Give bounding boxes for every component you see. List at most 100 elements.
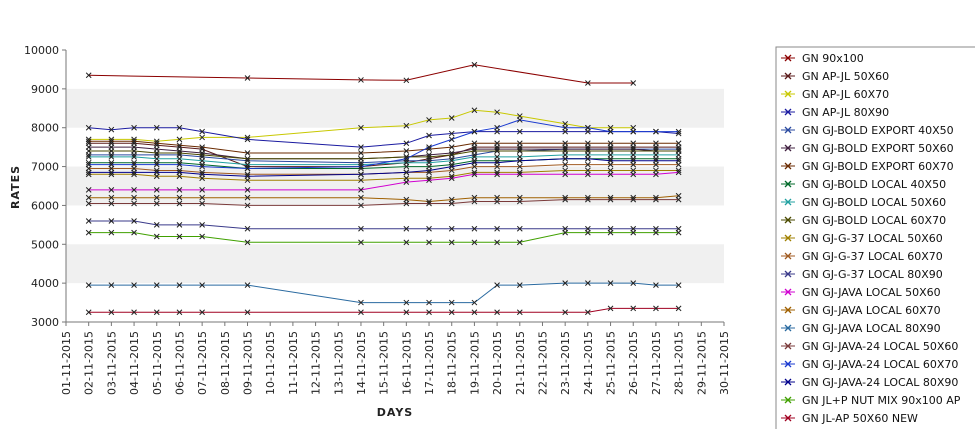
legend-item: GN GJ-G-37 LOCAL 80X90 [781, 268, 943, 281]
data-point-marker [108, 138, 115, 145]
data-point-marker [448, 152, 455, 158]
data-point-marker [131, 187, 137, 193]
data-point-marker [108, 194, 115, 201]
legend-item: GN GJ-JAVA LOCAL 60X70 [781, 304, 941, 317]
data-point-marker [358, 155, 364, 162]
data-point-marker [471, 239, 478, 246]
data-point-marker [358, 171, 364, 178]
data-point-marker [653, 128, 659, 135]
legend-item: GN GJ-BOLD LOCAL 40X50 [781, 178, 946, 191]
x-tick-label: 25-11-2015 [605, 331, 618, 395]
data-point-marker [494, 239, 500, 246]
data-point-marker [426, 200, 432, 207]
legend-item: GN GJ-BOLD EXPORT 40X50 [781, 124, 954, 137]
data-point-marker [108, 161, 115, 168]
data-point-marker [516, 171, 523, 178]
data-point-marker [585, 280, 591, 286]
data-point-marker [131, 124, 137, 131]
data-point-marker [358, 309, 364, 316]
legend: GN 90x100 GN AP-JL 50X60 GN AP-JL 60X70 GN … [775, 46, 975, 429]
data-point-marker [403, 179, 410, 185]
series-21 [85, 305, 682, 316]
data-point-marker [585, 196, 591, 203]
data-point-marker [448, 136, 455, 143]
data-point-marker [85, 148, 92, 154]
legend-label: GN GJ-BOLD LOCAL 60X70 [802, 214, 946, 227]
data-point-marker [199, 134, 205, 141]
legend-marker [784, 180, 792, 188]
data-point-marker [653, 148, 659, 154]
series-line [88, 220, 679, 230]
data-point-marker [131, 229, 137, 236]
data-point-marker [85, 309, 92, 316]
data-point-marker [153, 194, 160, 201]
data-point-marker [131, 161, 137, 168]
legend-label: GN GJ-JAVA-24 LOCAL 80X90 [802, 376, 958, 389]
data-point-marker [153, 200, 160, 207]
data-point-marker [153, 309, 160, 316]
data-point-marker [176, 124, 183, 131]
x-tick-label: 02-11-2015 [83, 331, 96, 395]
x-tick-label: 22-11-2015 [536, 331, 549, 395]
data-point-marker [176, 169, 183, 176]
data-point-marker [494, 124, 500, 131]
data-point-marker [471, 171, 478, 178]
data-point-marker [585, 171, 591, 178]
series-17 [85, 196, 682, 209]
series-line [88, 109, 634, 142]
grid-band [66, 88, 724, 128]
data-point-marker [244, 194, 251, 201]
data-point-marker [403, 169, 410, 176]
data-point-marker [131, 154, 137, 160]
data-point-marker [153, 187, 160, 193]
legend-item: GN GJ-JAVA-24 LOCAL 50X60 [781, 340, 958, 353]
x-tick-label: 01-11-2015 [60, 331, 73, 395]
data-point-marker [607, 148, 614, 154]
data-point-marker [108, 282, 115, 288]
data-point-marker [630, 148, 637, 154]
data-point-marker [630, 229, 637, 236]
data-point-marker [607, 280, 614, 286]
series-line [88, 142, 679, 168]
data-point-marker [494, 282, 500, 288]
x-tick-label: 24-11-2015 [582, 331, 595, 395]
legend-label: GN AP-JL 50X60 [802, 70, 889, 83]
data-point-marker [199, 194, 205, 201]
data-point-marker [516, 128, 523, 135]
data-point-marker [516, 148, 523, 154]
data-point-marker [448, 115, 455, 121]
data-point-marker [494, 154, 500, 160]
y-axis-title: RATES [9, 165, 22, 209]
data-point-marker [585, 161, 591, 168]
data-point-marker [85, 218, 92, 224]
legend-marker [784, 324, 792, 332]
data-point-marker [244, 150, 251, 156]
series-line [88, 307, 679, 313]
data-point-marker [448, 239, 455, 246]
legend-item: GN GJ-JAVA LOCAL 50X60 [781, 286, 941, 299]
x-tick-label: 30-11-2015 [718, 331, 731, 395]
x-tick-label: 07-11-2015 [196, 331, 209, 395]
data-point-marker [471, 299, 478, 306]
data-point-marker [176, 150, 183, 156]
legend-label: GN GJ-BOLD EXPORT 50X60 [802, 142, 954, 155]
data-point-marker [585, 229, 591, 236]
data-point-marker [85, 138, 92, 145]
legend-marker [784, 234, 792, 242]
series-line [88, 164, 679, 175]
data-point-marker [199, 163, 205, 170]
data-point-marker [585, 309, 591, 316]
data-point-marker [426, 239, 432, 246]
data-point-marker [131, 282, 137, 288]
x-tick-label: 28-11-2015 [673, 331, 686, 395]
x-tick-label: 20-11-2015 [491, 331, 504, 395]
data-point-marker [153, 282, 160, 288]
data-point-marker [448, 163, 455, 170]
data-point-marker [153, 222, 160, 228]
series-15 [85, 192, 682, 205]
data-point-marker [494, 140, 500, 147]
data-point-marker [562, 124, 569, 131]
data-point-marker [562, 229, 569, 236]
data-point-marker [562, 140, 569, 147]
x-tick-label: 21-11-2015 [514, 331, 527, 395]
